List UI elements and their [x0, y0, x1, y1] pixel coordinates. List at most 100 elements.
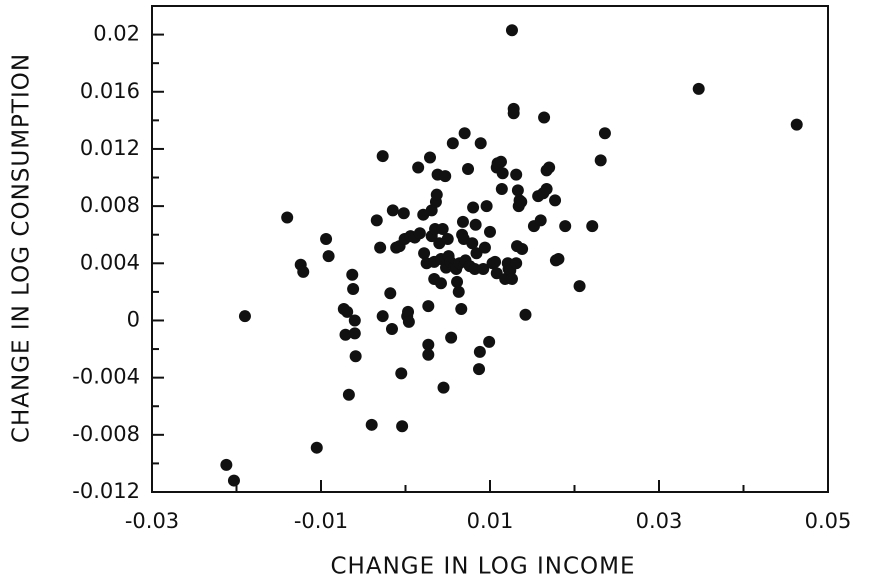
- point: [510, 168, 523, 181]
- x-tick-label: -0.01: [294, 509, 348, 533]
- point: [494, 155, 507, 168]
- point: [397, 207, 410, 220]
- point: [451, 275, 464, 288]
- point: [227, 474, 240, 487]
- point: [538, 111, 551, 124]
- point: [452, 285, 465, 298]
- point: [474, 137, 487, 150]
- point: [386, 204, 399, 217]
- point: [238, 310, 251, 323]
- point: [385, 323, 398, 336]
- point: [347, 283, 360, 296]
- point: [510, 257, 523, 270]
- point: [339, 328, 352, 341]
- point: [402, 305, 415, 318]
- y-tick-label: -0.008: [72, 422, 140, 446]
- point: [220, 458, 233, 471]
- point: [437, 381, 450, 394]
- point: [439, 170, 452, 183]
- point: [519, 308, 532, 321]
- y-tick-label: 0: [127, 307, 140, 331]
- point: [467, 201, 480, 214]
- point: [478, 241, 491, 254]
- point: [348, 314, 361, 327]
- point: [412, 161, 425, 174]
- point: [297, 265, 310, 278]
- point: [376, 310, 389, 323]
- y-tick-label: 0.02: [93, 22, 140, 46]
- point: [466, 237, 479, 250]
- y-tick-label: -0.012: [72, 479, 140, 503]
- point: [477, 263, 490, 276]
- point: [516, 243, 529, 255]
- point: [446, 137, 459, 150]
- point: [349, 350, 362, 363]
- point: [310, 441, 323, 454]
- point: [468, 263, 481, 276]
- point: [422, 338, 435, 351]
- y-tick-label: 0.004: [80, 250, 140, 274]
- point: [692, 82, 705, 95]
- point: [374, 241, 387, 254]
- point: [422, 300, 435, 313]
- point: [534, 214, 547, 227]
- point: [505, 24, 518, 37]
- point: [422, 348, 435, 361]
- point: [552, 253, 565, 266]
- point: [441, 232, 454, 245]
- point: [473, 345, 486, 358]
- point: [320, 232, 333, 245]
- point: [365, 418, 378, 431]
- x-tick-label: 0.05: [805, 509, 852, 533]
- point: [559, 220, 572, 233]
- point: [402, 315, 415, 328]
- point: [376, 150, 389, 163]
- x-tick-label: 0.01: [467, 509, 514, 533]
- point: [480, 200, 493, 213]
- point: [505, 273, 518, 286]
- point: [790, 118, 803, 131]
- point: [434, 277, 447, 290]
- point: [496, 167, 509, 180]
- point: [543, 161, 556, 174]
- point: [598, 127, 611, 140]
- point: [490, 267, 503, 280]
- point: [281, 211, 294, 224]
- point: [430, 188, 443, 201]
- point: [384, 287, 397, 300]
- point: [346, 268, 359, 281]
- x-axis-title: CHANGE IN LOG INCOME: [330, 554, 635, 580]
- point: [395, 367, 408, 380]
- y-tick-label: 0.012: [80, 136, 140, 160]
- point: [424, 151, 437, 164]
- point: [322, 250, 335, 263]
- point: [458, 127, 471, 140]
- x-tick-label: 0.03: [636, 509, 683, 533]
- point: [370, 214, 383, 227]
- x-tick-label: -0.03: [125, 509, 179, 533]
- point: [473, 363, 486, 376]
- point: [436, 222, 449, 235]
- point: [455, 303, 468, 316]
- point: [594, 154, 607, 167]
- y-tick-label: 0.016: [80, 79, 140, 103]
- y-tick-label: -0.004: [72, 365, 140, 389]
- point: [573, 280, 586, 293]
- point: [483, 335, 496, 348]
- point: [348, 327, 361, 340]
- point: [515, 195, 528, 208]
- point: [341, 305, 354, 318]
- point: [342, 388, 355, 401]
- y-axis-title: CHANGE IN LOG CONSUMPTION: [9, 53, 35, 443]
- point: [462, 162, 475, 175]
- point: [540, 182, 553, 195]
- point: [445, 331, 458, 344]
- point: [507, 107, 520, 120]
- point: [549, 194, 562, 207]
- point: [396, 420, 409, 433]
- point: [418, 247, 431, 260]
- point: [495, 182, 508, 195]
- point: [456, 215, 469, 228]
